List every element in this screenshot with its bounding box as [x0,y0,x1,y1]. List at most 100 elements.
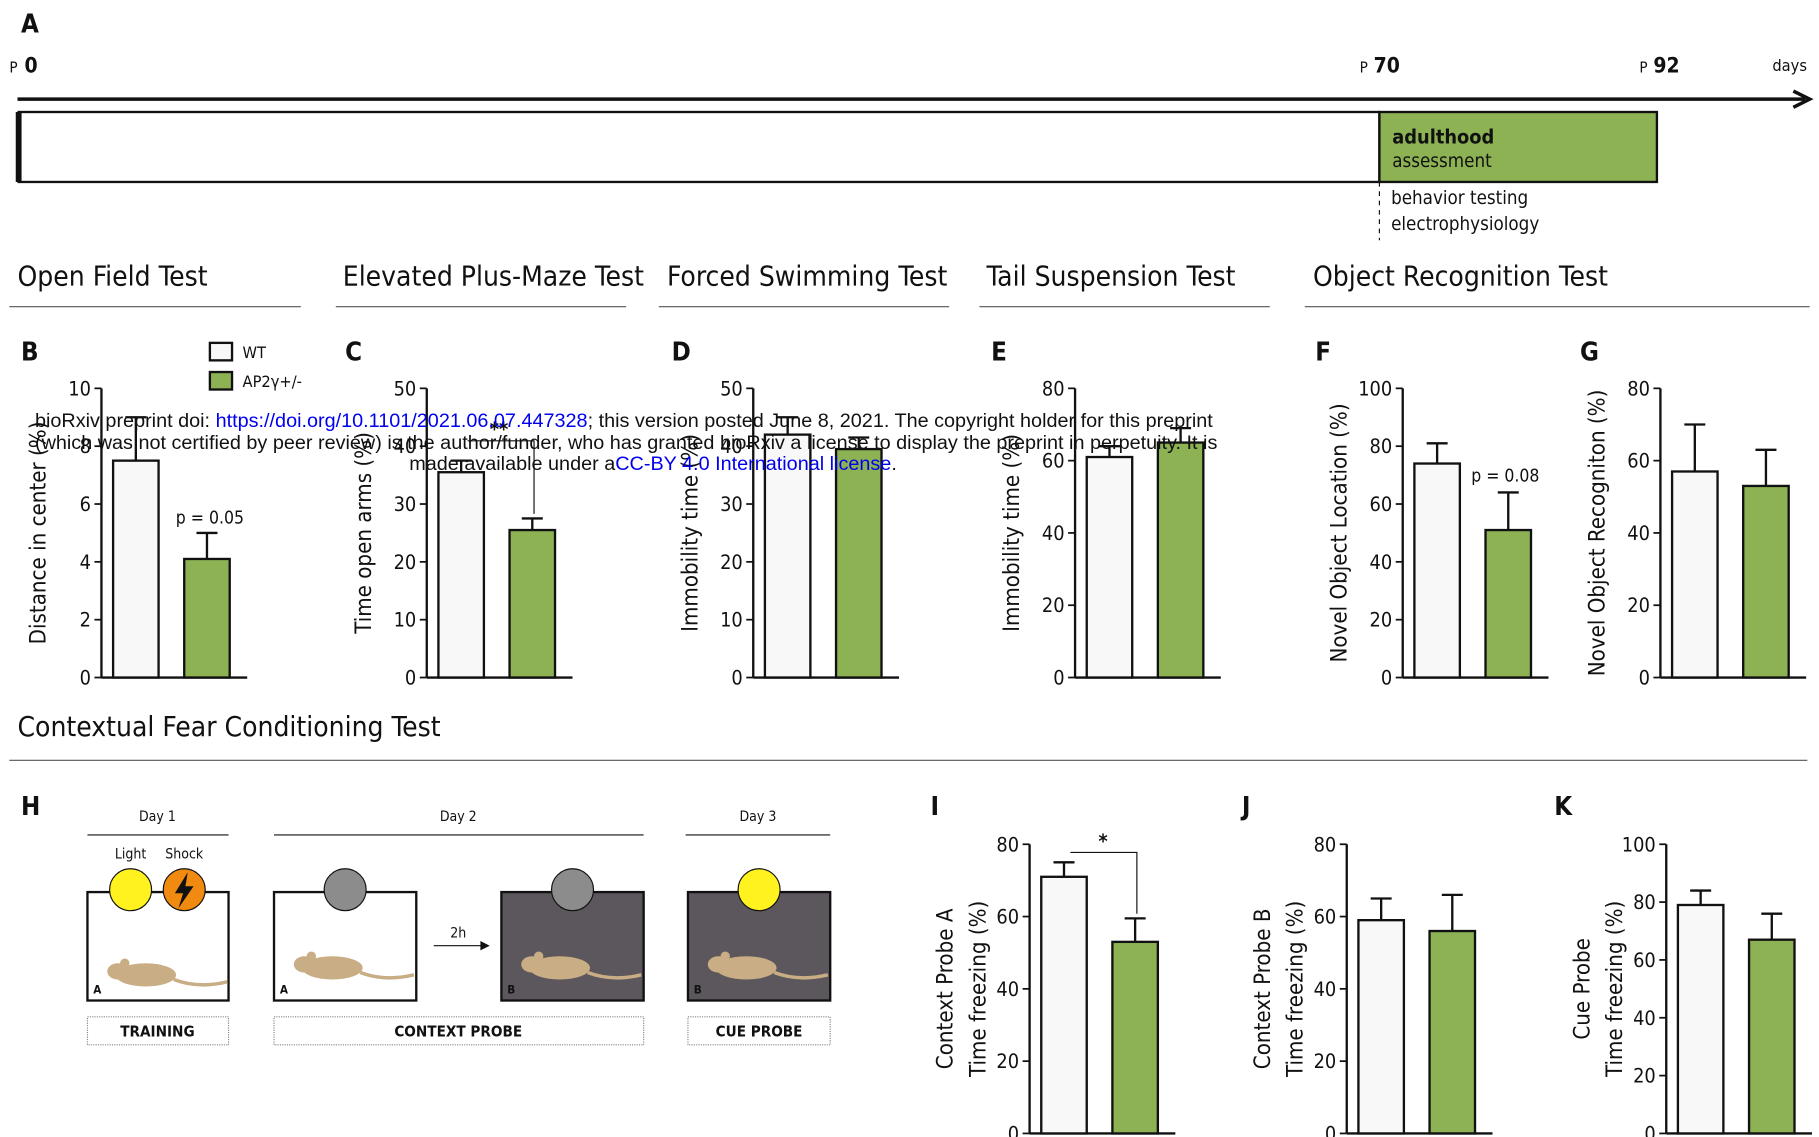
bar [1087,457,1132,677]
period-box [19,112,1380,182]
y-tick-label: 50 [394,377,417,400]
unit: days [1772,56,1807,75]
y-tick-label: 4 [80,551,91,574]
panel-label: G [1580,337,1599,367]
section-title: Tail Suspension Test [985,260,1235,293]
panel-label: J [1240,792,1251,822]
annotation: * [1098,830,1107,853]
doi-link[interactable]: https://doi.org/10.1101/2021.06.07.44732… [216,410,588,432]
y-axis-title: Novel Object Location (%) [1327,403,1353,662]
day-label: Day 3 [739,809,776,825]
annotation: p = 0.05 [176,509,244,529]
y-tick-label: 10 [68,377,91,400]
interval: 2h [450,926,466,942]
y-tick-label: 0 [1325,1122,1336,1137]
y-axis-title: Context Probe A [933,908,959,1069]
bar [1486,530,1531,677]
y-tick-label: 0 [1639,667,1650,690]
stimulus: Shock [165,846,204,862]
annotation: p = 0.08 [1471,467,1539,487]
bar [184,559,229,678]
y-axis-title: Novel Object Recogniton (%) [1584,390,1610,677]
y-tick-label: 60 [1633,949,1656,972]
light-off [552,869,594,911]
y-tick-label: 20 [1042,594,1065,617]
legend-label: AP2γ+/- [243,372,302,391]
context: B [507,983,515,997]
section-title: Forced Swimming Test [667,260,948,293]
y-tick-label: 50 [720,377,743,400]
day-prefix: P [1360,58,1368,76]
y-tick-label: 10 [720,609,743,632]
y-tick-label: 80 [1042,377,1065,400]
panel-label: A [21,10,39,40]
section-title: Object Recognition Test [1313,260,1608,293]
bar [1749,940,1794,1134]
y-tick-label: 0 [1008,1122,1019,1137]
protocol-diagram: Day 1Day 2Day 3LightShock2hAABBTRAININGC… [87,809,830,1045]
y-tick-label: 30 [394,493,417,516]
day-prefix: P [9,58,17,76]
watermark-text: . [891,453,897,475]
panel-label: B [21,337,39,367]
y-tick-label: 20 [394,551,417,574]
y-axis-title: Cue Probe [1569,938,1595,1040]
y-axis-title: Time freezing (%) [1602,901,1628,1078]
y-tick-label: 20 [720,551,743,574]
y-tick-label: 40 [1314,978,1337,1001]
panel-label: F [1315,337,1331,367]
y-tick-label: 60 [996,906,1019,929]
y-tick-label: 6 [80,493,91,516]
watermark-line: (which was not certified by peer review)… [35,432,1217,454]
y-tick-label: 60 [1627,450,1650,473]
bar-chart: 0 20 40 60 80 Novel Object Recogniton (%) [1584,377,1806,689]
bar [836,449,881,677]
y-axis-title: Time open arms (%) [351,432,377,635]
y-axis-title: Context Probe B [1250,908,1276,1069]
section-title: Contextual Fear Conditioning Test [17,710,440,743]
day: 0 [24,53,37,77]
phase: CONTEXT PROBE [394,1023,522,1041]
y-tick-label: 40 [1042,522,1065,545]
bar [1158,443,1203,678]
panel-label: D [672,337,691,367]
arrow-head [480,941,489,950]
y-tick-label: 0 [405,667,416,690]
bar [1358,920,1403,1133]
panel-label: K [1554,792,1573,822]
y-tick-label: 0 [80,667,91,690]
y-tick-label: 60 [1314,906,1337,929]
day-prefix: P [1639,58,1647,76]
bar [1430,931,1475,1133]
panel-label: C [345,337,362,367]
watermark-text: ; this version posted June 8, 2021. The … [588,410,1214,432]
y-tick-label: 20 [1633,1065,1656,1088]
phase: CUE PROBE [716,1023,803,1041]
bar [510,530,555,677]
y-tick-label: 20 [1627,594,1650,617]
light [738,869,780,911]
bar [438,472,483,677]
y-tick-label: 40 [1627,522,1650,545]
bar [113,461,158,678]
license-link[interactable]: CC-BY 4.0 International license [615,453,891,475]
day: 92 [1653,53,1679,77]
y-tick-label: 30 [720,493,743,516]
y-axis-title: Distance in center (%) [25,422,51,645]
section-title: Elevated Plus-Maze Test [343,260,644,293]
bar [1743,486,1788,678]
y-axis-title: Time freezing (%) [965,901,991,1078]
context: A [280,983,289,997]
y-tick-label: 0 [1053,667,1064,690]
phase: TRAINING [120,1023,194,1041]
y-tick-label: 0 [1381,667,1392,690]
day: 70 [1374,53,1400,77]
y-tick-label: 20 [1370,609,1393,632]
phase-title: adulthood [1392,125,1494,148]
y-tick-label: 80 [1627,377,1650,400]
bar [1672,471,1717,677]
panel-label: E [991,337,1007,367]
day-label: Day 2 [440,809,477,825]
bar [1678,905,1723,1133]
